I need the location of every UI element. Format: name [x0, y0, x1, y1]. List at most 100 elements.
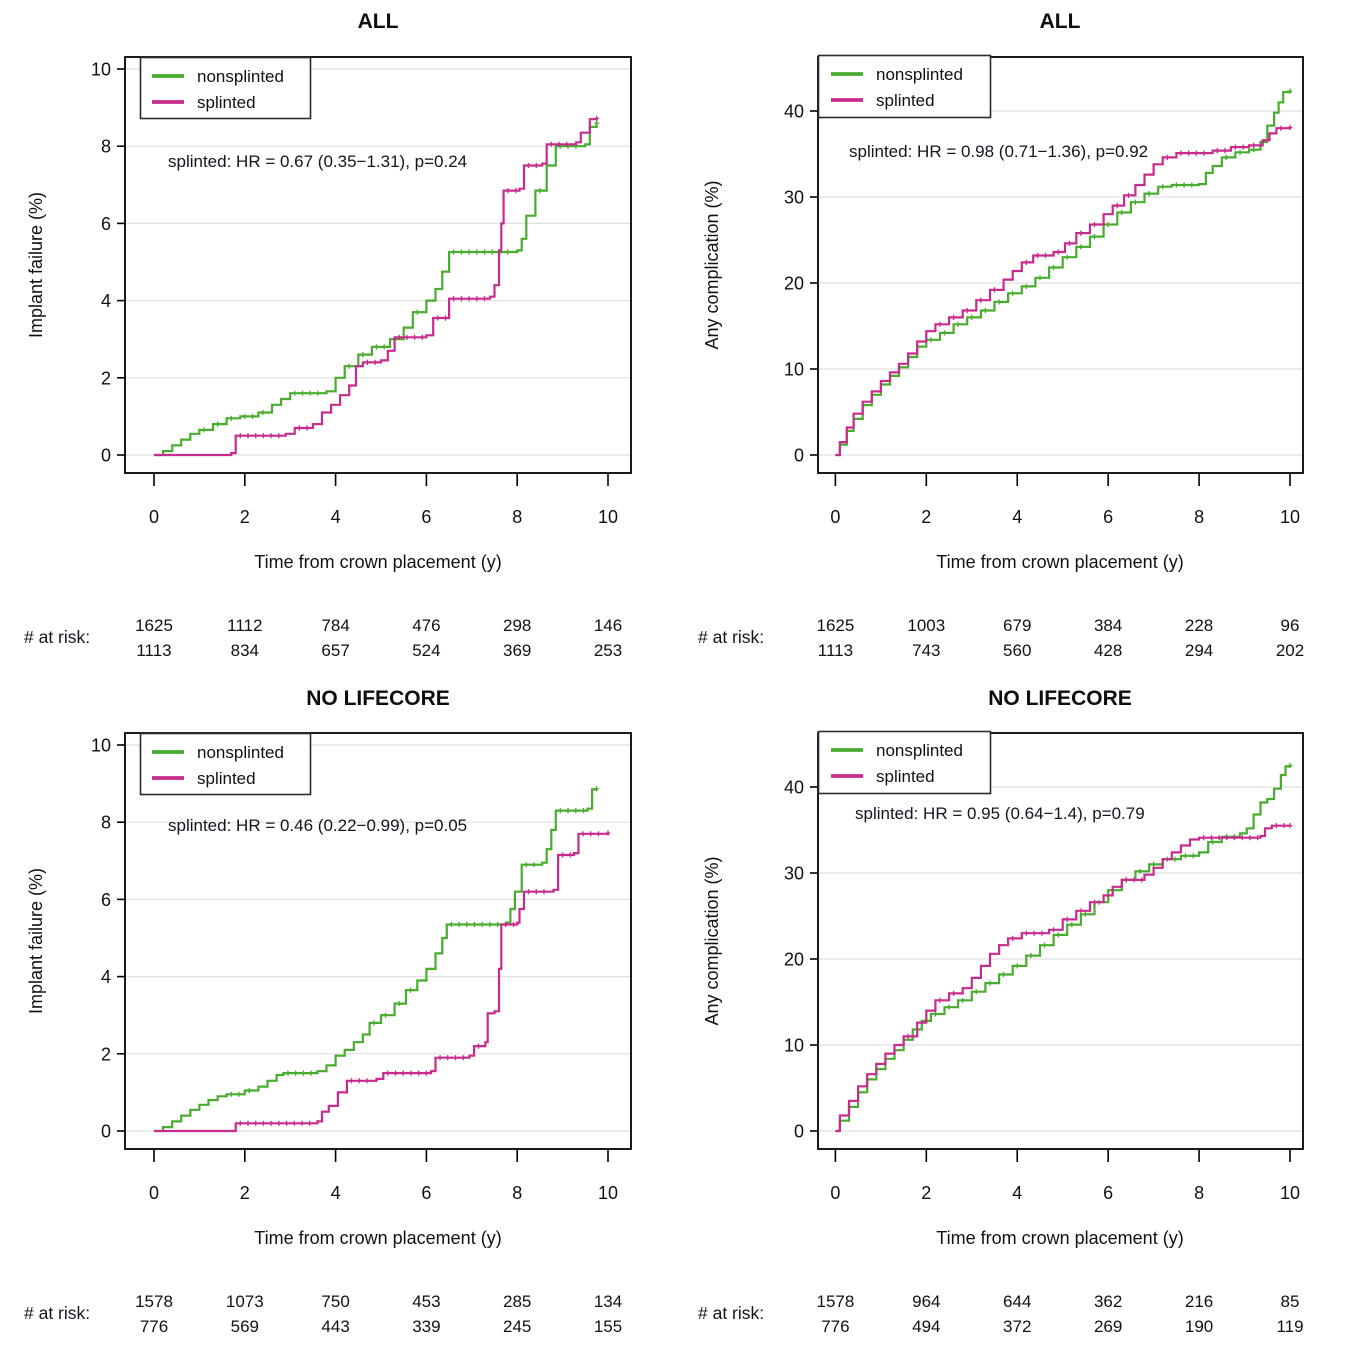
- at-risk-value-nonsplinted: 1578: [135, 1292, 173, 1311]
- y-tick-label: 10: [784, 360, 804, 380]
- panel-title: ALL: [358, 10, 399, 33]
- y-tick-label: 0: [101, 1122, 111, 1142]
- at-risk-table: 1578 776 964 494 644 372 362 269 216 190 85 119: [816, 1292, 1303, 1336]
- x-tick-label: 6: [1103, 507, 1113, 527]
- at-risk-value-splinted: 776: [140, 1317, 168, 1336]
- km-plot-svg: 0 10 20 30 40 0 2 4 6 8 10 nonsplinted splinted NO…: [698, 687, 1304, 1336]
- x-tick-label: 10: [598, 1183, 618, 1203]
- plot-frame: [124, 732, 632, 1150]
- x-tick-label: 6: [1103, 1183, 1113, 1203]
- km-curve-nonsplinted: [154, 788, 598, 1133]
- legend-label-splinted: splinted: [197, 93, 256, 112]
- hr-annotation: splinted: HR = 0.95 (0.64−1.4), p=0.79: [855, 804, 1145, 823]
- y-axis-label: Implant failure (%): [26, 192, 46, 338]
- at-risk-value-nonsplinted: 1003: [907, 616, 945, 635]
- at-risk-label: # at risk:: [698, 1303, 764, 1323]
- y-tick-label: 40: [784, 778, 804, 798]
- censor-marks-splinted: [937, 124, 1293, 327]
- y-tick-label: 10: [91, 736, 111, 756]
- at-risk-value-splinted: 202: [1276, 641, 1304, 660]
- legend-box: [139, 732, 312, 796]
- legend-box: [139, 56, 312, 120]
- at-risk-value-nonsplinted: 384: [1094, 616, 1122, 635]
- at-risk-table: 1625 1113 1112 834 784 657 476 524 298 369 146 253: [135, 616, 622, 660]
- legend: nonsplinted splinted: [139, 732, 312, 796]
- at-risk-value-splinted: 372: [1003, 1317, 1031, 1336]
- y-tick-label: 4: [101, 291, 111, 311]
- panel-implant-failure-no-lifecore: 0 2 4 6 8 10 0 2 4 6 8 10 nonsplinted splinted NO L…: [0, 676, 672, 1352]
- at-risk-value-nonsplinted: 134: [594, 1292, 622, 1311]
- at-risk-value-splinted: 339: [412, 1317, 440, 1336]
- hr-annotation: splinted: HR = 0.67 (0.35−1.31), p=0.24: [168, 152, 467, 171]
- panel-implant-failure-all: 0 2 4 6 8 10 0 2 4 6 8 10 nonsplinted splinted ALL …: [0, 0, 672, 676]
- y-tick-label: 30: [784, 188, 804, 208]
- y-tick-label: 20: [784, 274, 804, 294]
- legend-label-splinted: splinted: [197, 769, 256, 788]
- y-tick-label: 8: [101, 813, 111, 833]
- at-risk-value-splinted: 369: [503, 641, 531, 660]
- at-risk-value-splinted: 428: [1094, 641, 1122, 660]
- at-risk-value-nonsplinted: 750: [321, 1292, 349, 1311]
- x-tick-label: 2: [921, 1183, 931, 1203]
- x-tick-label: 8: [512, 1183, 522, 1203]
- at-risk-value-splinted: 443: [321, 1317, 349, 1336]
- at-risk-value-nonsplinted: 285: [503, 1292, 531, 1311]
- legend: nonsplinted splinted: [139, 56, 312, 120]
- km-plot-svg: 0 10 20 30 40 0 2 4 6 8 10 nonsplinted splinted AL…: [698, 10, 1304, 660]
- y-tick-label: 4: [101, 967, 111, 987]
- plot-area: 0 2 4 6 8 10 0 2 4 6 8 10: [91, 56, 632, 527]
- km-curve-splinted: [835, 127, 1292, 457]
- x-tick-label: 8: [1194, 1183, 1204, 1203]
- km-curve-splinted: [835, 824, 1290, 1133]
- x-tick-label: 4: [1012, 507, 1022, 527]
- x-tick-label: 4: [1012, 1183, 1022, 1203]
- x-tick-label: 8: [1194, 507, 1204, 527]
- at-risk-value-nonsplinted: 362: [1094, 1292, 1122, 1311]
- x-tick-label: 10: [598, 507, 618, 527]
- at-risk-label: # at risk:: [24, 627, 90, 647]
- y-tick-label: 10: [784, 1036, 804, 1056]
- km-curve-splinted: [154, 118, 598, 457]
- plot-frame: [817, 732, 1304, 1150]
- at-risk-value-nonsplinted: 476: [412, 616, 440, 635]
- at-risk-value-nonsplinted: 964: [912, 1292, 940, 1311]
- censor-marks-nonsplinted: [228, 786, 600, 1097]
- at-risk-value-splinted: 190: [1185, 1317, 1213, 1336]
- panel-title: NO LIFECORE: [988, 687, 1132, 710]
- x-axis-label: Time from crown placement (y): [936, 552, 1183, 572]
- legend-label-nonsplinted: nonsplinted: [197, 67, 284, 86]
- legend-label-splinted: splinted: [876, 91, 935, 110]
- at-risk-value-splinted: 834: [231, 641, 259, 660]
- at-risk-value-nonsplinted: 146: [594, 616, 622, 635]
- at-risk-value-splinted: 560: [1003, 641, 1031, 660]
- at-risk-value-splinted: 269: [1094, 1317, 1122, 1336]
- censor-marks-splinted: [237, 115, 600, 439]
- y-tick-label: 2: [101, 1044, 111, 1064]
- km-curve-splinted: [154, 832, 610, 1133]
- at-risk-label: # at risk:: [698, 627, 764, 647]
- x-tick-label: 6: [421, 507, 431, 527]
- x-tick-label: 2: [240, 507, 250, 527]
- hr-annotation: splinted: HR = 0.98 (0.71−1.36), p=0.92: [849, 142, 1148, 161]
- at-risk-value-splinted: 1113: [136, 641, 171, 660]
- x-tick-label: 2: [921, 507, 931, 527]
- at-risk-value-nonsplinted: 1112: [227, 616, 262, 635]
- km-curve-nonsplinted: [154, 123, 598, 457]
- censor-marks-nonsplinted: [928, 88, 1293, 343]
- plot-frame: [124, 56, 632, 474]
- panel-title: NO LIFECORE: [306, 687, 450, 710]
- at-risk-value-nonsplinted: 644: [1003, 1292, 1031, 1311]
- at-risk-value-nonsplinted: 679: [1003, 616, 1031, 635]
- at-risk-label: # at risk:: [24, 1303, 90, 1323]
- y-tick-label: 2: [101, 368, 111, 388]
- at-risk-value-splinted: 776: [821, 1317, 849, 1336]
- at-risk-value-splinted: 119: [1276, 1317, 1303, 1336]
- at-risk-value-nonsplinted: 453: [412, 1292, 440, 1311]
- at-risk-value-splinted: 524: [412, 641, 440, 660]
- at-risk-table: 1578 776 1073 569 750 443 453 339 285 245 134 155: [135, 1292, 622, 1336]
- x-axis-label: Time from crown placement (y): [254, 552, 501, 572]
- x-tick-label: 8: [512, 507, 522, 527]
- y-tick-label: 8: [101, 137, 111, 157]
- y-tick-label: 30: [784, 864, 804, 884]
